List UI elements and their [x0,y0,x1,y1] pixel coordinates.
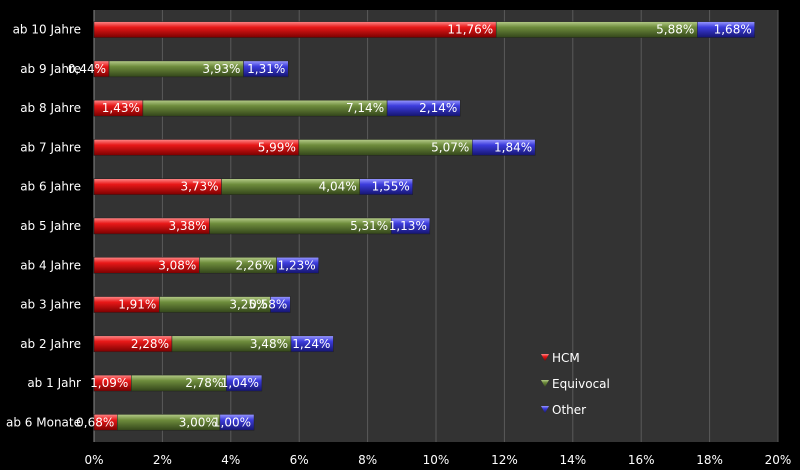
data-label: 1,09% [90,376,128,390]
category-label: ab 7 Jahre [20,140,81,154]
data-label: 1,68% [714,23,752,37]
data-label: 1,00% [213,415,251,429]
bar-other [290,335,334,353]
legend: HCM Equivocal Other [541,351,610,417]
bar-other [219,414,255,431]
data-label: 1,84% [494,140,532,154]
category-label: ab 10 Jahre [13,23,81,37]
data-label: 2,78% [185,376,223,390]
bar-other [390,217,431,235]
data-label: 3,48% [250,337,288,351]
legend-marker-equivocal [541,380,549,387]
category-label: ab 4 Jahre [20,258,81,272]
x-tick-label: 10% [423,453,450,467]
category-label: ab 6 Monate [6,415,81,429]
data-label: 5,31% [350,219,388,233]
data-label: 5,88% [656,23,694,37]
data-label: 3,25% [229,298,267,312]
data-label: 2,26% [236,258,274,272]
data-label: 1,13% [389,219,427,233]
bar-other [270,296,291,313]
x-tick-label: 4% [221,453,240,467]
data-label: 11,76% [447,23,493,37]
bar-other [359,178,413,195]
bar-other [226,374,263,392]
data-label: 2,28% [131,337,169,351]
bar-other [276,257,319,274]
x-tick-label: 14% [559,453,586,467]
x-tick-label: 6% [290,453,309,467]
bar-other [243,60,289,78]
data-label: 4,04% [319,180,357,194]
data-label: 1,31% [247,62,285,76]
category-label: ab 2 Jahre [20,337,81,351]
data-labels: 11,76% 5,88% 1,68% 0,44% 3,93% 1,31% 1,43% 7,14… [68,23,752,430]
bar-other [386,99,461,117]
x-tick-label: 16% [628,453,655,467]
data-label: 3,93% [202,62,240,76]
x-tick-label: 12% [491,453,518,467]
data-label: 1,23% [278,258,316,272]
x-tick-label: 20% [765,453,792,467]
data-label: 1,55% [372,180,410,194]
category-label: ab 8 Jahre [20,101,81,115]
data-label: 3,73% [180,180,218,194]
legend-marker-hcm [541,354,549,361]
x-tick-label: 8% [358,453,377,467]
data-label: 1,91% [118,298,156,312]
x-tick-labels: 0% 2% 4% 6% 8% 10% 12% 14% 16% 18% 20% [84,453,791,467]
legend-label: Other [552,403,586,417]
category-labels: ab 10 Jahre ab 9 Jahre ab 8 Jahre ab 7 Jahr… [6,23,81,430]
data-label: 5,99% [258,140,296,154]
data-label: 1,43% [102,101,140,115]
data-label: 0,58% [249,298,287,312]
x-tick-label: 2% [153,453,172,467]
data-label: 1,24% [292,337,330,351]
legend-marker-other [541,406,549,413]
bar-hcm [93,21,497,38]
data-label: 3,00% [179,415,217,429]
category-label: ab 9 Jahre [20,62,81,76]
data-label: 5,07% [431,140,469,154]
x-tick-label: 0% [84,453,103,467]
data-label: 1,04% [221,376,259,390]
bar-other [697,21,755,38]
category-label: ab 5 Jahre [20,219,81,233]
category-label: ab 1 Jahr [27,376,81,390]
data-label: 0,68% [76,415,114,429]
data-label: 0,44% [68,62,106,76]
x-tick-label: 18% [696,453,723,467]
bar-other [472,139,536,156]
data-label: 2,14% [419,101,457,115]
data-label: 7,14% [346,101,384,115]
legend-label: Equivocal [552,377,610,391]
legend-label: HCM [552,351,580,365]
category-label: ab 3 Jahre [20,298,81,312]
data-label: 3,38% [168,219,206,233]
category-label: ab 6 Jahre [20,180,81,194]
data-label: 3,08% [158,258,196,272]
bars [93,21,755,431]
